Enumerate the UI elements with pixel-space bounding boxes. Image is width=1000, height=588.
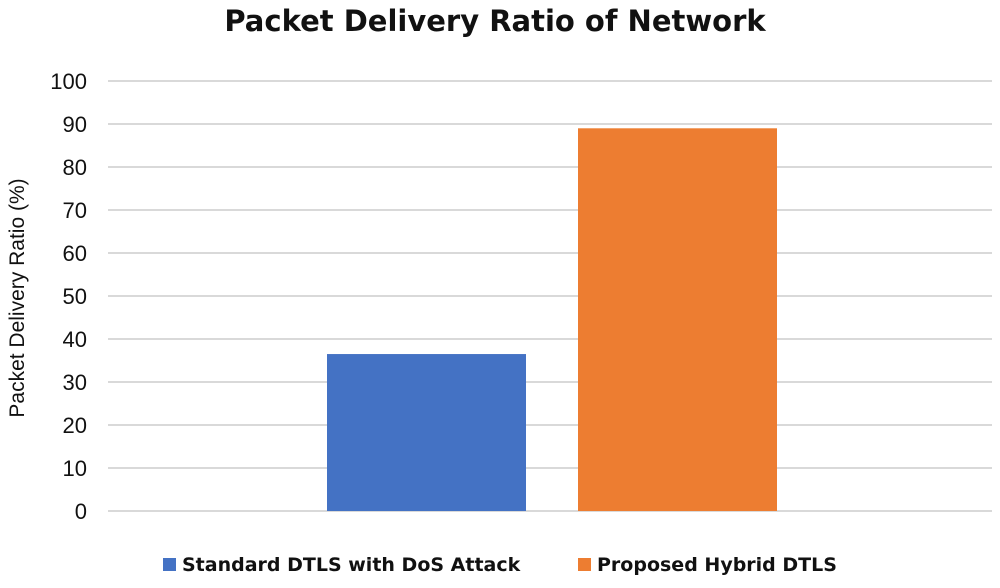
- y-tick-label-60: 60: [63, 241, 87, 266]
- y-tick-label-20: 20: [63, 413, 87, 438]
- y-tick-label-30: 30: [63, 370, 87, 395]
- y-axis-ticks: 0 10 20 30 40 50 60 70 80 90 100: [50, 69, 87, 524]
- y-axis-label: Packet Delivery Ratio (%): [6, 178, 29, 417]
- gridlines: [108, 80, 992, 512]
- y-tick-label-70: 70: [63, 198, 87, 223]
- bars: [327, 128, 777, 512]
- legend-label-proposed-hybrid-dtls: Proposed Hybrid DTLS: [597, 554, 837, 576]
- legend-label-standard-dtls-dos: Standard DTLS with DoS Attack: [182, 554, 521, 576]
- legend-swatch-standard-dtls-dos: [163, 558, 176, 571]
- y-tick-label-90: 90: [63, 112, 87, 137]
- legend-swatch-proposed-hybrid-dtls: [578, 558, 591, 571]
- y-tick-label-80: 80: [63, 155, 87, 180]
- y-tick-label-10: 10: [63, 456, 87, 481]
- chart-title: Packet Delivery Ratio of Network: [224, 4, 766, 38]
- bar-standard-dtls-dos: [327, 354, 526, 511]
- y-tick-label-100: 100: [50, 69, 87, 94]
- legend: Standard DTLS with DoS Attack Proposed Hy…: [163, 554, 837, 576]
- y-tick-label-0: 0: [75, 499, 87, 524]
- y-tick-label-50: 50: [63, 284, 87, 309]
- y-tick-label-40: 40: [63, 327, 87, 352]
- bar-proposed-hybrid-dtls: [578, 128, 777, 512]
